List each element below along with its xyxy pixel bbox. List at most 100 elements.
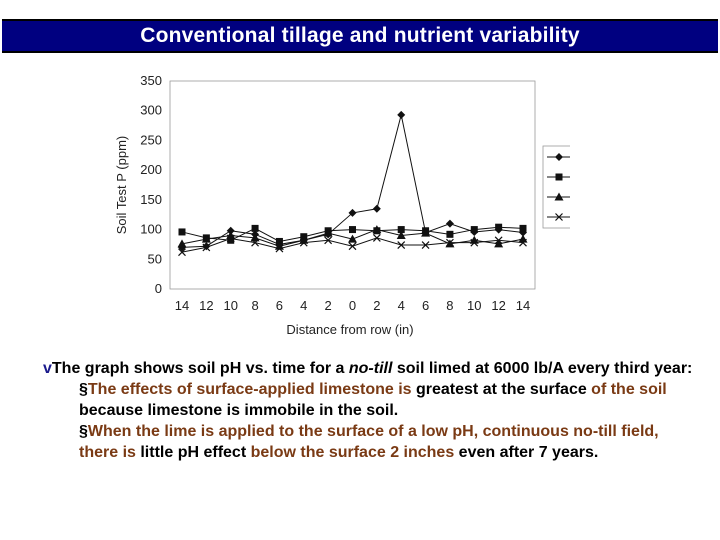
data-point bbox=[251, 238, 259, 247]
data-point bbox=[348, 208, 357, 217]
diamond-bullet-icon: v bbox=[43, 360, 52, 377]
data-point bbox=[324, 236, 333, 245]
y-tick-label: 50 bbox=[148, 251, 162, 266]
x-tick-label: 2 bbox=[373, 298, 380, 313]
x-tick-label: 8 bbox=[251, 298, 258, 313]
data-point bbox=[397, 110, 406, 119]
sub1-text-a: The effects of surface-applied limestone… bbox=[87, 381, 416, 398]
y-tick-label: 250 bbox=[140, 132, 162, 147]
y-axis-title: Soil Test P (ppm) bbox=[114, 136, 129, 235]
main-text-em: no-till bbox=[348, 360, 393, 377]
sub-bullet-item-2: §When the lime is applied to the surface… bbox=[43, 421, 693, 463]
y-tick-label: 0 bbox=[155, 281, 162, 296]
series-layer bbox=[177, 110, 528, 257]
y-tick-label: 350 bbox=[140, 73, 162, 88]
data-point bbox=[349, 226, 356, 234]
y-tick-label: 300 bbox=[140, 103, 162, 118]
square-bullet-icon: § bbox=[79, 423, 88, 440]
data-point bbox=[446, 238, 454, 247]
data-point bbox=[397, 241, 406, 249]
legend-item-2: 2-4" bbox=[547, 173, 570, 181]
data-point bbox=[446, 230, 454, 238]
main-text-b: soil limed at 6000 lb/A every third year… bbox=[392, 360, 693, 377]
data-point bbox=[226, 234, 235, 243]
x-tick-label: 10 bbox=[223, 298, 237, 313]
data-point bbox=[299, 235, 309, 244]
data-point bbox=[494, 236, 503, 245]
x-axis-title: Distance from row (in) bbox=[286, 322, 413, 337]
legend-marker bbox=[554, 192, 564, 201]
data-point bbox=[201, 234, 211, 243]
legend-item-1: 0-2" bbox=[547, 153, 570, 161]
legend-item-3: 4-6" bbox=[547, 192, 570, 201]
data-point bbox=[470, 238, 479, 247]
x-tick-label: 4 bbox=[300, 298, 307, 313]
data-point bbox=[250, 233, 260, 242]
x-tick-label: 0 bbox=[349, 298, 356, 313]
x-tick-label: 6 bbox=[422, 298, 429, 313]
legend-marker bbox=[555, 173, 563, 181]
data-point bbox=[396, 231, 406, 240]
data-point bbox=[299, 238, 308, 247]
data-point bbox=[372, 233, 381, 242]
square-bullet-icon: § bbox=[79, 381, 88, 398]
sub2-text-c: below the surface 2 inches bbox=[246, 444, 459, 461]
data-point bbox=[177, 239, 187, 248]
data-point bbox=[372, 204, 381, 213]
y-tick-label: 150 bbox=[140, 192, 162, 207]
legend-marker bbox=[555, 153, 563, 161]
y-tick-label: 100 bbox=[140, 222, 162, 237]
data-point bbox=[178, 228, 186, 236]
x-tick-label: 6 bbox=[276, 298, 283, 313]
main-text-a: The graph shows soil pH vs. time for a bbox=[51, 360, 349, 377]
data-point bbox=[421, 241, 430, 249]
x-tick-label: 2 bbox=[325, 298, 332, 313]
y-tick-label: 200 bbox=[140, 162, 162, 177]
main-bullet-item: vThe graph shows soil pH vs. time for a … bbox=[43, 358, 693, 379]
notes: vThe graph shows soil pH vs. time for a … bbox=[43, 358, 693, 463]
data-point bbox=[275, 244, 284, 253]
legend-item-4: 6-8" bbox=[547, 213, 570, 221]
y-axis: 0 50 100 150 200 250 300 350 bbox=[140, 73, 162, 296]
sub2-text-b: little pH effect bbox=[140, 444, 247, 461]
sub1-text-c: of the soil bbox=[586, 381, 667, 398]
data-point bbox=[519, 224, 527, 232]
data-point bbox=[275, 237, 283, 245]
data-point bbox=[397, 226, 405, 234]
data-point bbox=[227, 236, 235, 244]
sub2-text-d: even after 7 years. bbox=[458, 444, 599, 461]
x-tick-label: 8 bbox=[446, 298, 453, 313]
x-tick-label: 14 bbox=[516, 298, 530, 313]
x-tick-label: 4 bbox=[398, 298, 405, 313]
slide-title: Conventional tillage and nutrient variab… bbox=[140, 24, 580, 47]
data-point bbox=[470, 226, 478, 234]
legend: 0-2" 2-4" 4-6" 6-8" bbox=[542, 145, 570, 229]
x-tick-label: 14 bbox=[175, 298, 189, 313]
data-point bbox=[494, 239, 504, 248]
data-point bbox=[495, 223, 503, 231]
data-point bbox=[519, 238, 527, 247]
data-point bbox=[445, 219, 454, 228]
x-tick-label: 10 bbox=[467, 298, 481, 313]
x-axis: 14 12 10 8 6 4 2 0 2 4 6 8 10 12 14 bbox=[175, 298, 530, 313]
sub2-text-a: When the lime is applied to the surface … bbox=[79, 423, 659, 461]
series-4 bbox=[178, 233, 527, 257]
data-point bbox=[323, 228, 333, 237]
title-bar: Conventional tillage and nutrient variab… bbox=[2, 19, 718, 53]
data-point bbox=[372, 225, 382, 234]
data-point bbox=[178, 248, 186, 257]
data-point bbox=[348, 234, 357, 243]
x-tick-label: 12 bbox=[491, 298, 505, 313]
data-point bbox=[348, 242, 357, 251]
x-tick-label: 12 bbox=[199, 298, 213, 313]
legend-marker bbox=[555, 213, 563, 221]
sub1-text-b: greatest at the surface bbox=[416, 381, 587, 398]
plot-area bbox=[169, 80, 536, 290]
data-point bbox=[421, 228, 431, 237]
data-point bbox=[251, 224, 259, 232]
sub1-text-d: because limestone is immobile in the soi… bbox=[79, 402, 399, 419]
data-point bbox=[226, 226, 235, 235]
sub-bullet-item-1: §The effects of surface-applied limeston… bbox=[43, 379, 693, 421]
data-point bbox=[202, 243, 211, 252]
